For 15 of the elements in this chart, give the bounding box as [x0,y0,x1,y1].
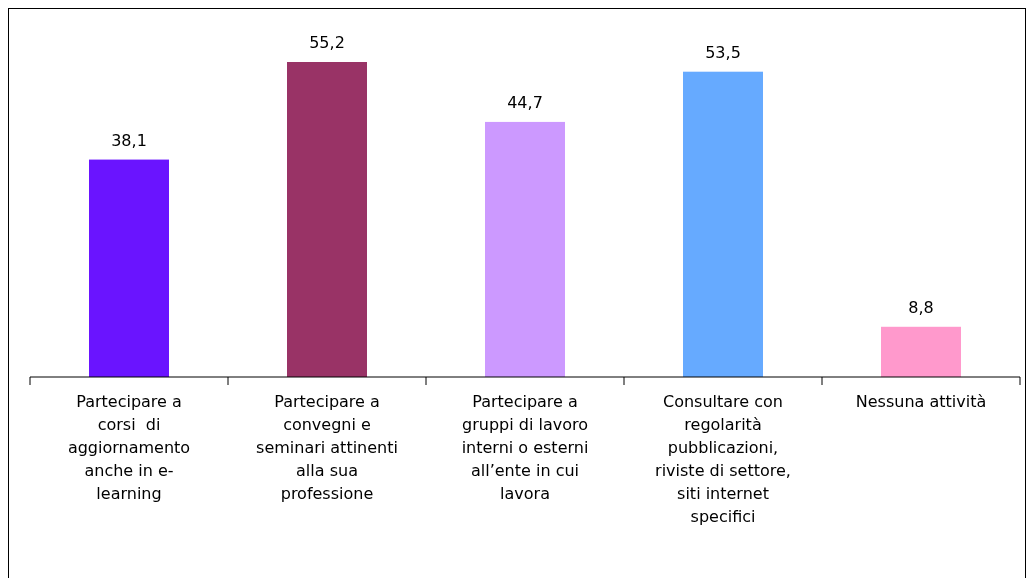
x-tick-label: Partecipare a gruppi di lavoro interni o esterni all’ente in cui lavora [461,392,589,503]
bar [881,326,961,377]
data-label: 53,5 [705,42,741,62]
bar [683,71,763,377]
data-label: 55,2 [309,33,345,52]
data-label: 38,1 [111,130,147,150]
bar [89,159,169,377]
data-label: 44,7 [507,92,543,112]
bar [485,121,565,377]
x-tick-label: Partecipare a convegni e seminari attinenti alla sua professione [256,392,398,503]
bar [287,62,367,377]
x-tick-label: Partecipare a corsi di aggiornamento anche in e- learning [67,392,191,503]
x-tick-label: Consultare con regolarità pubblicazioni, riviste di settore, siti internet specifici [655,392,791,526]
data-label: 8,8 [908,297,934,317]
x-tick-label: Nessuna attività [855,392,987,411]
